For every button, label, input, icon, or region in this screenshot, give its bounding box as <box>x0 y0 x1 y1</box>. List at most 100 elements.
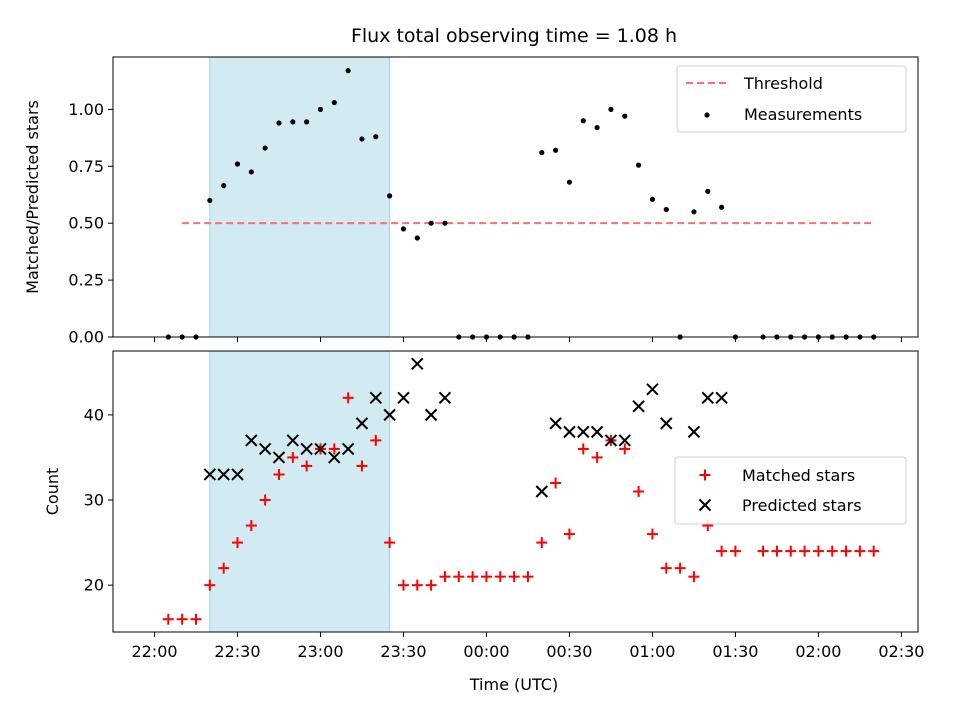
data-point-x-0-b <box>203 468 217 481</box>
data-point-x-5 <box>272 451 286 464</box>
legend-threshold-label: Threshold <box>743 74 823 93</box>
data-point-x-11-b <box>355 417 369 430</box>
data-point-x-20-b <box>563 425 576 439</box>
data-point-plus-24 <box>494 571 506 583</box>
data-point-x-3-b <box>245 434 258 447</box>
x-tick-label: 00:00 <box>463 642 509 661</box>
data-point-plus-21 <box>453 571 465 583</box>
data-point-x-30 <box>715 391 728 405</box>
bottom-plot-frame <box>112 350 919 633</box>
data-point-x-25-b <box>632 400 645 413</box>
bottom-ytick-label: 30 <box>84 491 104 510</box>
top-plot-frame <box>112 56 919 338</box>
legend-plus-swatch <box>699 469 711 481</box>
data-point-plus-9 <box>287 451 299 463</box>
data-point-plus-38 <box>688 571 700 583</box>
bottom-legend: Matched stars Predicted stars <box>674 456 907 525</box>
data-point-x-1-b <box>217 468 230 481</box>
data-point-x-1 <box>217 468 230 481</box>
data-point-dot-20 <box>442 220 448 226</box>
x-tick-label: 00:30 <box>546 642 592 661</box>
data-point-x-27-b <box>660 417 673 430</box>
data-point-plus-40 <box>716 545 728 557</box>
data-point-dot-28 <box>553 147 559 153</box>
data-point-x-21-b <box>577 425 590 439</box>
data-point-plus-28 <box>550 477 562 489</box>
data-point-dot-10 <box>304 119 310 125</box>
data-point-x-23 <box>604 434 618 447</box>
data-point-dot-9 <box>290 119 296 125</box>
data-point-plus-48 <box>840 545 852 557</box>
data-point-x-29 <box>701 391 714 405</box>
data-point-dot-12 <box>331 99 337 106</box>
data-point-dot-31 <box>594 124 600 131</box>
data-point-dot-3 <box>207 197 213 204</box>
legend-matched-stars-label: Matched stars <box>742 466 855 485</box>
legend-frame <box>676 65 907 133</box>
data-point-plus-36 <box>660 562 672 574</box>
top-highlight-span <box>209 56 391 338</box>
data-point-x-26-b <box>646 383 659 396</box>
data-point-dot-13 <box>345 68 351 74</box>
data-point-plus-25 <box>508 571 520 583</box>
data-point-x-6 <box>286 434 300 447</box>
data-point-plus-19 <box>425 579 437 591</box>
legend-x-swatch <box>698 498 712 512</box>
legend-measurements-label: Measurements <box>744 105 862 124</box>
data-point-dot-19 <box>428 220 434 226</box>
data-point-x-6-b <box>286 434 300 447</box>
top-ytick-label: 0.00 <box>68 328 104 347</box>
data-point-plus-7 <box>259 494 271 506</box>
data-point-plus-13 <box>342 392 354 404</box>
data-point-plus-46 <box>812 545 824 557</box>
data-point-dot-5 <box>234 161 241 167</box>
data-point-plus-45 <box>799 545 811 557</box>
data-point-x-24 <box>618 434 631 447</box>
data-point-plus-15 <box>370 434 382 446</box>
data-point-dot-36 <box>663 206 669 213</box>
data-point-plus-6 <box>245 520 257 532</box>
top-panel: 0.00 0.25 0.50 0.75 1.00 Matched/Predicted st… <box>23 56 919 347</box>
data-point-plus-35 <box>646 528 658 540</box>
data-point-plus-47 <box>826 545 838 557</box>
data-point-plus-16 <box>384 537 396 549</box>
data-point-x-5-b <box>272 451 286 464</box>
data-point-plus-12 <box>328 443 340 455</box>
data-point-x-9-b <box>328 451 341 464</box>
data-point-x-0 <box>203 468 217 481</box>
data-point-x-17-b <box>438 391 452 405</box>
data-point-x-18-b <box>535 485 548 498</box>
data-point-x-11 <box>355 417 369 430</box>
data-point-x-3 <box>245 434 258 447</box>
data-point-dot-34 <box>636 162 642 168</box>
bottom-series-matched-stars <box>162 392 880 625</box>
data-point-plus-1 <box>176 613 188 625</box>
data-point-plus-44 <box>785 545 797 557</box>
data-point-x-17 <box>438 391 452 405</box>
data-point-plus-43 <box>771 545 783 557</box>
data-point-x-23-b <box>604 434 618 447</box>
top-legend: Threshold Measurements <box>676 65 907 133</box>
data-point-x-2-b <box>231 468 244 481</box>
top-ytick-label: 1.00 <box>68 100 104 119</box>
data-point-plus-37 <box>674 562 686 574</box>
x-tick-label: 22:30 <box>214 642 260 661</box>
data-point-x-7 <box>300 442 313 456</box>
data-point-dot-35 <box>649 196 656 202</box>
data-point-x-24-b <box>618 434 631 447</box>
data-point-dot-11 <box>317 106 324 112</box>
data-point-dot-39 <box>705 188 711 194</box>
data-point-plus-34 <box>633 486 645 497</box>
data-point-x-28-b <box>687 425 701 439</box>
bottom-ytick-label: 20 <box>84 576 104 595</box>
data-point-plus-20 <box>439 571 451 583</box>
data-point-x-15 <box>411 357 424 370</box>
data-point-x-13-b <box>383 408 396 422</box>
data-point-x-30-b <box>715 391 728 405</box>
data-point-x-16 <box>424 408 438 422</box>
x-tick-label: 22:00 <box>131 642 177 661</box>
data-point-dot-30 <box>580 118 586 124</box>
data-point-dot-16 <box>387 193 393 199</box>
data-point-x-2 <box>231 468 244 481</box>
data-point-dot-4 <box>221 183 227 189</box>
